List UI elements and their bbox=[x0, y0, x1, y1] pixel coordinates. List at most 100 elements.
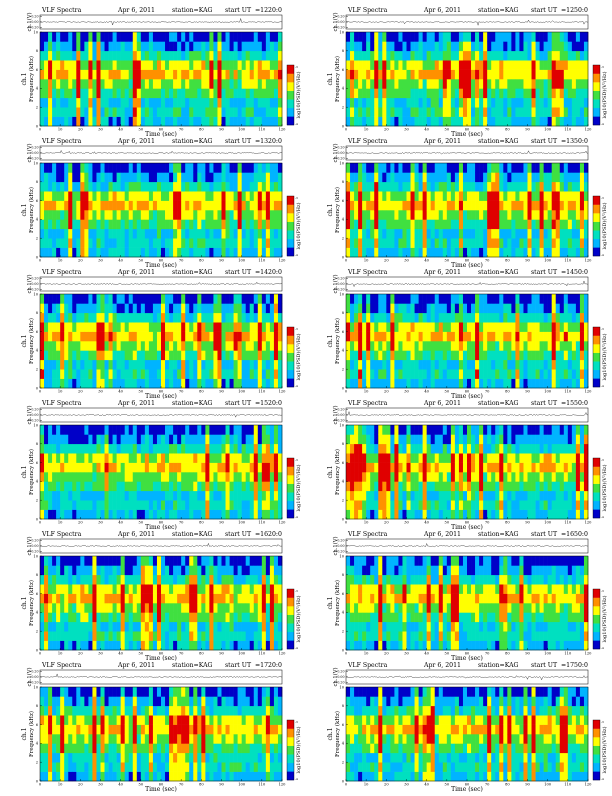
spectrogram-cell bbox=[226, 491, 230, 501]
spectrogram-cell bbox=[358, 481, 362, 491]
spectrogram-cell bbox=[443, 41, 447, 51]
panel-date: Apr 6, 2011 bbox=[423, 138, 461, 145]
spectrogram-cell bbox=[560, 248, 564, 258]
spectrogram-cell bbox=[137, 41, 141, 51]
spectrogram-cell bbox=[161, 98, 165, 108]
spectrogram-cell bbox=[411, 369, 415, 379]
spectrogram-cell bbox=[72, 453, 76, 463]
spectrogram-cell bbox=[419, 322, 423, 332]
spectrogram-cell bbox=[451, 201, 455, 211]
spectrogram-cell bbox=[92, 434, 96, 444]
spectrogram-cell bbox=[427, 425, 431, 435]
spectrogram-cell bbox=[511, 88, 515, 98]
spectrogram-cell bbox=[193, 332, 197, 342]
spectrogram-cell bbox=[92, 201, 96, 211]
spectrogram-cell bbox=[419, 60, 423, 70]
spectrogram-cell bbox=[230, 163, 234, 173]
spectrogram-cell bbox=[560, 332, 564, 342]
spectrogram-cell bbox=[386, 350, 390, 360]
spectrogram-cell bbox=[443, 510, 447, 520]
spectrogram-cell bbox=[149, 341, 153, 351]
spectrogram-cell bbox=[528, 219, 532, 229]
spectrogram-cell bbox=[358, 32, 362, 42]
spectrogram-cell bbox=[580, 322, 584, 332]
spectrogram-cell bbox=[544, 117, 548, 127]
spectrogram-cell bbox=[491, 238, 495, 248]
spectrogram-cell bbox=[584, 229, 588, 239]
waveform-ylabel: ch.1(V) bbox=[26, 13, 33, 32]
spectrogram-cell bbox=[209, 294, 213, 304]
spectrogram-cell bbox=[96, 472, 100, 482]
spectrogram-cell bbox=[205, 360, 209, 370]
spectrogram-ytick-label: 2 bbox=[342, 237, 344, 241]
spectrogram-cell bbox=[443, 117, 447, 127]
spectrogram-cell bbox=[238, 313, 242, 323]
spectrogram-xtick-label: 20 bbox=[384, 259, 389, 263]
spectrogram-cell bbox=[105, 434, 109, 444]
spectrogram-cell bbox=[556, 201, 560, 211]
spectrogram-cell bbox=[258, 88, 262, 98]
spectrogram-cell bbox=[113, 248, 117, 258]
spectrogram-cell bbox=[274, 510, 278, 520]
spectrogram-cell bbox=[80, 463, 84, 473]
spectrogram-cell bbox=[475, 360, 479, 370]
spectrogram-cell bbox=[80, 182, 84, 192]
spectrogram-cell bbox=[475, 32, 479, 42]
spectrogram-cell bbox=[370, 360, 374, 370]
spectrogram-cell bbox=[60, 453, 64, 463]
spectrogram-cell bbox=[532, 98, 536, 108]
spectrogram-cell bbox=[419, 219, 423, 229]
spectrogram-cell bbox=[242, 360, 246, 370]
spectrogram-cell bbox=[483, 294, 487, 304]
spectrogram-cell bbox=[491, 41, 495, 51]
spectrogram-cell bbox=[246, 60, 250, 70]
spectrogram-cell bbox=[366, 491, 370, 501]
spectrogram-cell bbox=[532, 163, 536, 173]
spectrogram-cell bbox=[250, 332, 254, 342]
spectrogram-cell bbox=[398, 379, 402, 389]
spectrogram-cell bbox=[262, 491, 266, 501]
spectrogram-cell bbox=[568, 191, 572, 201]
spectrogram-cell bbox=[177, 98, 181, 108]
spectrogram-cell bbox=[254, 332, 258, 342]
spectrogram-cell bbox=[92, 341, 96, 351]
spectrogram-cell bbox=[242, 60, 246, 70]
spectrogram-xtick-label: 110 bbox=[564, 259, 572, 263]
spectrogram-cell bbox=[515, 294, 519, 304]
spectrogram-cell bbox=[173, 60, 177, 70]
spectrogram-cell bbox=[109, 425, 113, 435]
spectrogram-cell bbox=[262, 41, 266, 51]
spectrogram-cell bbox=[137, 191, 141, 201]
spectrogram-cell bbox=[503, 294, 507, 304]
spectrogram-cell bbox=[258, 350, 262, 360]
spectrogram-cell bbox=[64, 79, 68, 89]
spectrogram-cell bbox=[222, 79, 226, 89]
spectrogram-cell bbox=[125, 510, 129, 520]
spectrogram-cell bbox=[80, 472, 84, 482]
spectrogram-cell bbox=[495, 294, 499, 304]
spectrogram-cell bbox=[463, 172, 467, 182]
spectrogram-cell bbox=[226, 444, 230, 454]
spectrogram-cell bbox=[471, 379, 475, 389]
spectrogram-cell bbox=[459, 425, 463, 435]
spectrogram-cell bbox=[234, 500, 238, 510]
spectrogram-cell bbox=[125, 60, 129, 70]
spectrogram-cell bbox=[84, 341, 88, 351]
spectrogram-cell bbox=[44, 70, 48, 80]
spectrogram-cell bbox=[467, 248, 471, 258]
panel-station: station=KAG bbox=[478, 269, 519, 276]
spectrogram-cell bbox=[157, 229, 161, 239]
spectrogram-cell bbox=[197, 172, 201, 182]
spectrogram-cell bbox=[378, 294, 382, 304]
spectrogram-cell bbox=[117, 238, 121, 248]
spectrogram-cell bbox=[556, 191, 560, 201]
spectrogram-cell bbox=[189, 463, 193, 473]
spectrogram-cell bbox=[386, 360, 390, 370]
spectrogram-cell bbox=[540, 332, 544, 342]
spectrogram-cell bbox=[213, 453, 217, 463]
spectrogram-cell bbox=[44, 350, 48, 360]
spectrogram-cell bbox=[165, 172, 169, 182]
spectrogram-cell bbox=[129, 182, 133, 192]
spectrogram-xtick-label: 120 bbox=[279, 259, 287, 263]
spectrogram-cell bbox=[40, 463, 44, 473]
